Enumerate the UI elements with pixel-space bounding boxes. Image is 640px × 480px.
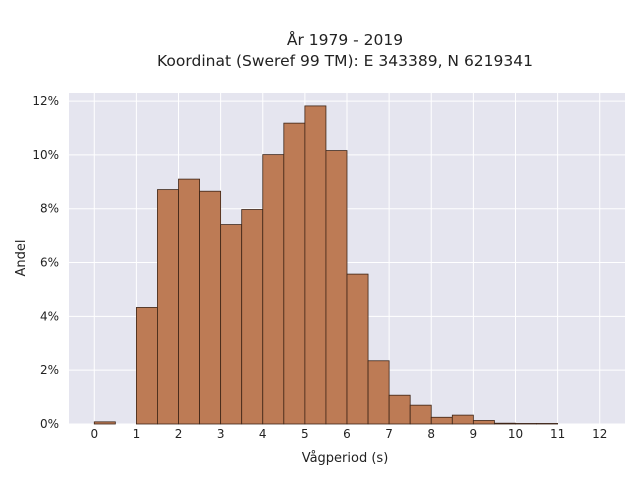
- x-axis-title: Vågperiod (s): [302, 451, 389, 466]
- histogram-bar: [304, 105, 327, 425]
- x-tick-label: 7: [385, 427, 393, 441]
- histogram-bar: [536, 423, 559, 425]
- histogram-bar: [135, 307, 158, 425]
- y-axis-ticks: 0% 2% 4% 6% 8% 10% 12%: [32, 94, 59, 431]
- histogram-bar: [157, 189, 179, 425]
- histogram-bar: [451, 414, 474, 425]
- x-tick-label: 10: [508, 427, 523, 441]
- histogram-bar: [262, 154, 285, 425]
- x-tick-label: 1: [133, 427, 141, 441]
- y-tick-label: 10%: [32, 148, 59, 162]
- x-tick-label: 9: [470, 427, 478, 441]
- x-tick-label: 5: [301, 427, 309, 441]
- histogram-bar: [409, 404, 432, 425]
- x-tick-label: 8: [427, 427, 435, 441]
- histogram-bar: [515, 423, 537, 425]
- histogram-bar: [178, 178, 200, 425]
- x-tick-label: 6: [343, 427, 351, 441]
- histogram-bar: [367, 360, 390, 425]
- y-tick-label: 0%: [40, 417, 59, 431]
- histogram-bar: [388, 394, 411, 425]
- x-tick-label: 11: [550, 427, 565, 441]
- y-axis-title: Andel: [14, 240, 29, 277]
- histogram-bar: [472, 420, 495, 425]
- y-tick-label: 4%: [40, 309, 59, 323]
- histogram-bar: [241, 209, 264, 425]
- histogram-bar: [93, 421, 116, 425]
- histogram-bar: [199, 190, 222, 425]
- histogram-bars: [93, 105, 559, 425]
- chart-title-line-1: År 1979 - 2019: [287, 30, 403, 49]
- histogram-bar: [220, 224, 243, 425]
- y-tick-label: 2%: [40, 363, 59, 377]
- histogram-bar: [325, 150, 348, 425]
- x-tick-label: 2: [175, 427, 183, 441]
- histogram-bar: [283, 122, 306, 425]
- x-tick-label: 12: [592, 427, 607, 441]
- y-tick-label: 8%: [40, 202, 59, 216]
- chart-title-line-2: Koordinat (Sweref 99 TM): E 343389, N 62…: [157, 52, 533, 70]
- x-tick-label: 0: [90, 427, 98, 441]
- x-tick-label: 4: [259, 427, 267, 441]
- histogram-bar: [346, 273, 369, 425]
- histogram-bar: [494, 422, 516, 425]
- x-axis-ticks: 0 1 2 3 4 5 6 7 8 9 10 11 12: [90, 427, 607, 441]
- histogram-bar: [430, 416, 453, 425]
- y-tick-label: 6%: [40, 256, 59, 270]
- y-tick-label: 12%: [32, 94, 59, 108]
- x-tick-label: 3: [217, 427, 225, 441]
